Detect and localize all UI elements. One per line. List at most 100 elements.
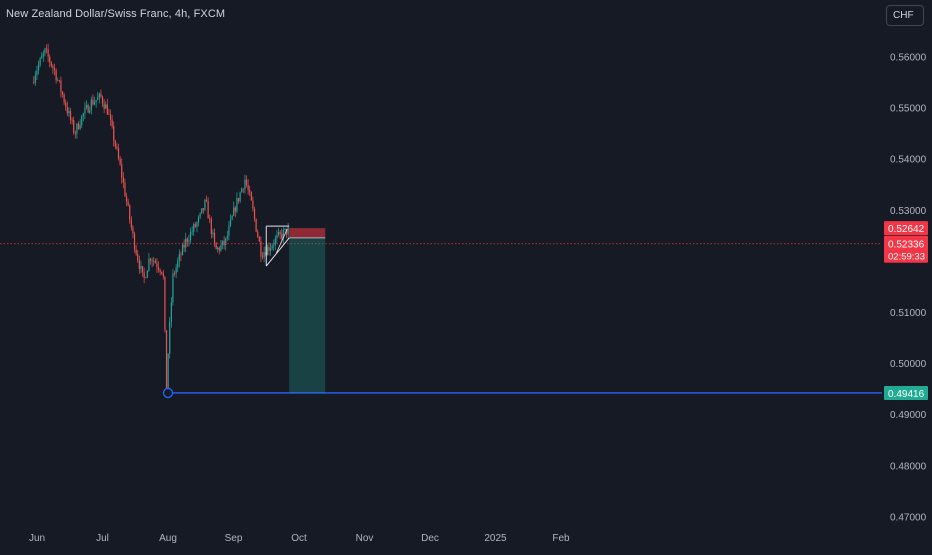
candle xyxy=(165,330,168,389)
candle xyxy=(143,272,145,278)
candle xyxy=(220,245,222,251)
candle xyxy=(229,219,232,226)
candle xyxy=(34,75,36,83)
candle xyxy=(154,260,156,264)
current-price-label: 0.52336 xyxy=(888,240,925,251)
candle xyxy=(274,238,276,245)
candle xyxy=(47,49,49,57)
position-reward-zone xyxy=(289,237,326,393)
candle xyxy=(185,238,187,248)
chart-wicks-layer xyxy=(33,43,289,390)
candle xyxy=(130,219,132,228)
candle xyxy=(250,192,252,201)
candle xyxy=(97,97,99,100)
candle xyxy=(265,252,267,256)
candle xyxy=(65,102,67,108)
y-axis-tick-label: 0.54000 xyxy=(890,155,927,166)
candle xyxy=(84,107,86,114)
candle xyxy=(149,258,152,261)
candle xyxy=(186,238,188,242)
candle xyxy=(141,266,144,273)
candle xyxy=(276,235,278,239)
candle xyxy=(172,273,174,303)
candle xyxy=(117,148,120,159)
candle xyxy=(212,232,214,235)
candle xyxy=(260,241,262,257)
candle xyxy=(225,238,227,246)
candle xyxy=(215,242,217,250)
candle xyxy=(49,56,51,63)
candle xyxy=(103,103,105,109)
candle xyxy=(122,177,124,183)
candle xyxy=(242,188,244,190)
candle xyxy=(236,198,238,212)
candle xyxy=(108,114,110,115)
currency-button[interactable]: CHF xyxy=(886,5,924,26)
candle xyxy=(159,269,161,272)
candle xyxy=(60,80,62,92)
candle xyxy=(273,244,275,246)
candle xyxy=(180,254,182,256)
candle xyxy=(98,93,100,98)
candle xyxy=(191,231,193,233)
candle xyxy=(81,115,83,126)
candle xyxy=(228,225,230,236)
candle xyxy=(69,111,72,120)
candle xyxy=(177,261,179,268)
candle xyxy=(255,218,257,232)
chart-candles-layer xyxy=(33,48,289,389)
axis-layer: 0.56000 0.55000 0.54000 0.53000 0.51000 0.500… xyxy=(29,53,928,544)
target-price-label: 0.49416 xyxy=(888,389,925,400)
candle xyxy=(127,201,129,206)
candle xyxy=(183,244,185,248)
current-price-box xyxy=(884,235,928,263)
candle xyxy=(116,146,118,149)
candle xyxy=(132,227,134,234)
candle xyxy=(199,213,201,218)
candle xyxy=(261,256,264,258)
candle xyxy=(287,226,289,235)
candle xyxy=(245,179,248,185)
candle xyxy=(101,96,104,104)
wedge-inner-line xyxy=(275,229,288,254)
candle xyxy=(124,182,126,197)
stop-price-label-bg xyxy=(884,221,928,236)
candle xyxy=(194,224,196,227)
candle xyxy=(44,48,46,54)
candle xyxy=(189,231,192,241)
candle xyxy=(68,111,70,114)
stop-price-label: 0.52642 xyxy=(888,224,925,235)
candle xyxy=(57,80,59,81)
candle xyxy=(105,104,107,109)
candle xyxy=(121,164,123,178)
candle xyxy=(42,53,44,57)
candle xyxy=(170,302,172,322)
candle xyxy=(241,188,243,193)
candle xyxy=(145,277,147,279)
candle xyxy=(85,105,88,108)
x-axis-tick-label: Feb xyxy=(552,533,570,544)
candle xyxy=(146,270,148,278)
candle xyxy=(281,233,283,239)
y-axis-tick-label: 0.56000 xyxy=(890,53,927,64)
x-axis-tick-label: Jun xyxy=(29,533,45,544)
candle xyxy=(266,246,268,256)
target-price-label-bg xyxy=(884,385,928,400)
candle xyxy=(95,99,97,103)
candle xyxy=(226,235,228,239)
candle xyxy=(188,240,190,242)
y-axis-tick-label: 0.47000 xyxy=(890,512,927,523)
candle xyxy=(45,48,48,50)
candle xyxy=(79,125,81,129)
candle xyxy=(50,62,52,66)
candle xyxy=(157,266,160,270)
candle xyxy=(66,107,68,114)
candle xyxy=(89,110,91,113)
candle xyxy=(73,120,75,133)
x-axis-tick-label: Jul xyxy=(96,533,109,544)
candle xyxy=(58,80,60,81)
candle xyxy=(193,224,195,232)
y-axis-tick-label: 0.50000 xyxy=(890,359,927,370)
